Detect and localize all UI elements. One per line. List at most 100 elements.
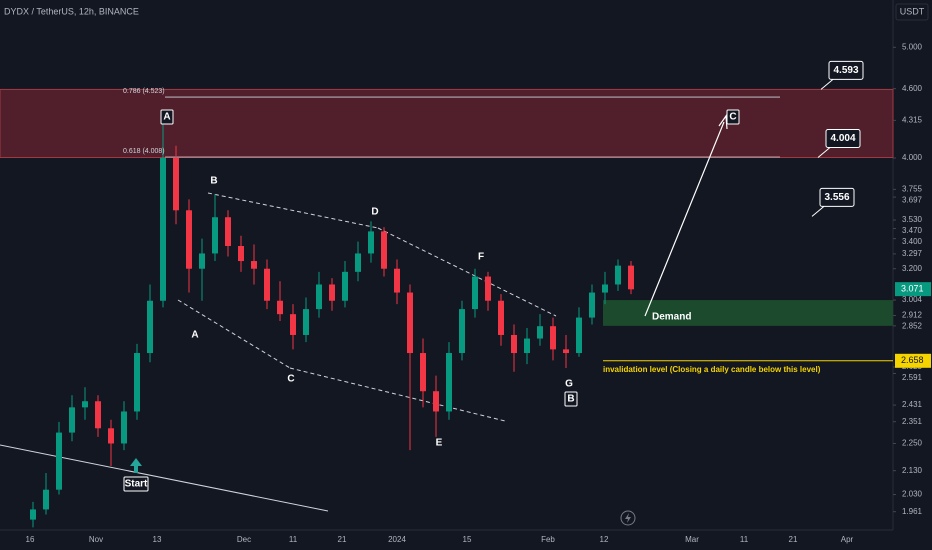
y-tick-label: 3.400 — [902, 237, 923, 246]
wave-label: F — [478, 252, 484, 263]
candles — [30, 120, 634, 528]
demand-zone — [603, 300, 893, 326]
y-tick-label: 1.961 — [902, 507, 923, 516]
candle-body — [277, 300, 283, 315]
x-tick-label: 11 — [740, 535, 749, 544]
callout-line — [820, 79, 834, 90]
callout-box — [825, 129, 861, 149]
candle-body — [212, 217, 218, 254]
callout-label: 3.556 — [824, 192, 849, 203]
x-tick-label: Nov — [89, 535, 103, 544]
event-icon — [625, 513, 631, 523]
candle-body — [628, 265, 634, 290]
callout-label: 4.593 — [833, 65, 858, 76]
invalidation-tag: 2.658 — [901, 355, 924, 365]
candle-body — [147, 300, 153, 354]
candle-body — [30, 509, 36, 520]
event-icon — [620, 510, 636, 526]
candle-body — [524, 338, 530, 354]
candle-body — [251, 261, 257, 269]
channel-line — [177, 299, 291, 369]
y-tick-label: 3.697 — [902, 195, 923, 204]
wave-label: A — [163, 112, 170, 123]
candle-body — [381, 231, 387, 269]
callout-line — [811, 206, 825, 217]
x-tick-label: Mar — [685, 535, 699, 544]
candle-body — [290, 314, 296, 335]
candle-body — [602, 284, 608, 293]
candle-body — [199, 253, 205, 269]
candle-body — [550, 326, 556, 350]
trend-line — [0, 444, 329, 512]
candle-body — [95, 401, 101, 429]
candle-body — [407, 292, 413, 354]
resistance-zone — [0, 88, 894, 159]
x-tick-label: 12 — [600, 535, 609, 544]
y-tick-label: 2.852 — [902, 322, 923, 331]
wave-label: G — [565, 379, 573, 390]
candle-body — [264, 268, 270, 301]
candle-body — [433, 391, 439, 412]
x-tick-label: 21 — [789, 535, 798, 544]
currency-label: USDT — [900, 6, 925, 16]
wave-label: B — [567, 394, 574, 405]
projection-arrow — [644, 121, 725, 317]
y-tick-label: 2.591 — [902, 373, 923, 382]
invalidation-tag-box — [895, 353, 931, 368]
x-tick-label: 16 — [26, 535, 35, 544]
y-tick-label: 5.000 — [902, 42, 923, 51]
candle-body — [225, 217, 231, 246]
y-tick-label: 2.250 — [902, 439, 923, 448]
x-tick-label: 11 — [289, 535, 298, 544]
candle-body — [459, 309, 465, 354]
y-tick-label: 3.530 — [902, 215, 923, 224]
candle-body — [498, 300, 504, 335]
y-tick-label: 2.431 — [902, 400, 923, 409]
x-tick-label: 15 — [463, 535, 472, 544]
wave-label: Start — [125, 479, 148, 490]
wave-label: C — [287, 374, 294, 385]
candle-body — [238, 245, 244, 262]
candle-body — [69, 407, 75, 433]
wave-label-box — [564, 391, 578, 407]
drawings — [0, 114, 728, 526]
y-tick-label: 2.130 — [902, 466, 923, 475]
x-tick-label: 21 — [338, 535, 347, 544]
candle-body — [186, 210, 192, 269]
candle-body — [511, 334, 517, 354]
zones — [0, 88, 894, 362]
x-tick-label: Feb — [541, 535, 555, 544]
y-tick-label: 3.297 — [902, 249, 923, 258]
wave-label-box — [160, 109, 174, 125]
y-tick-label: 2.351 — [902, 417, 923, 426]
candle-body — [537, 326, 543, 339]
candle-body — [108, 428, 114, 444]
candle-body — [446, 353, 452, 412]
callout-box — [828, 60, 864, 80]
channel-line — [377, 227, 557, 317]
currency-box — [895, 3, 929, 21]
x-tick-label: Dec — [237, 535, 251, 544]
wave-label: C — [729, 112, 736, 123]
chart-title: DYDX / TetherUS, 12h, BINANCE — [4, 6, 139, 16]
labels: Demand invalidation level (Closing a dail… — [26, 42, 931, 544]
candle-body — [316, 284, 322, 310]
channel-line — [289, 367, 506, 422]
candle-body — [355, 253, 361, 272]
candle-body — [43, 489, 49, 510]
candle-body — [472, 276, 478, 310]
y-tick-label: 4.600 — [902, 84, 923, 93]
candle-body — [342, 271, 348, 301]
candle-body — [121, 411, 127, 444]
y-tick-label: 4.000 — [902, 153, 923, 162]
channel-line — [207, 192, 379, 229]
arrow-head — [718, 114, 728, 130]
wave-label: D — [371, 207, 378, 218]
candle-body — [420, 353, 426, 392]
callout-box — [819, 187, 855, 207]
candle-body — [576, 317, 582, 354]
candle-body — [368, 231, 374, 254]
last-price-tag: 3.071 — [901, 284, 924, 294]
